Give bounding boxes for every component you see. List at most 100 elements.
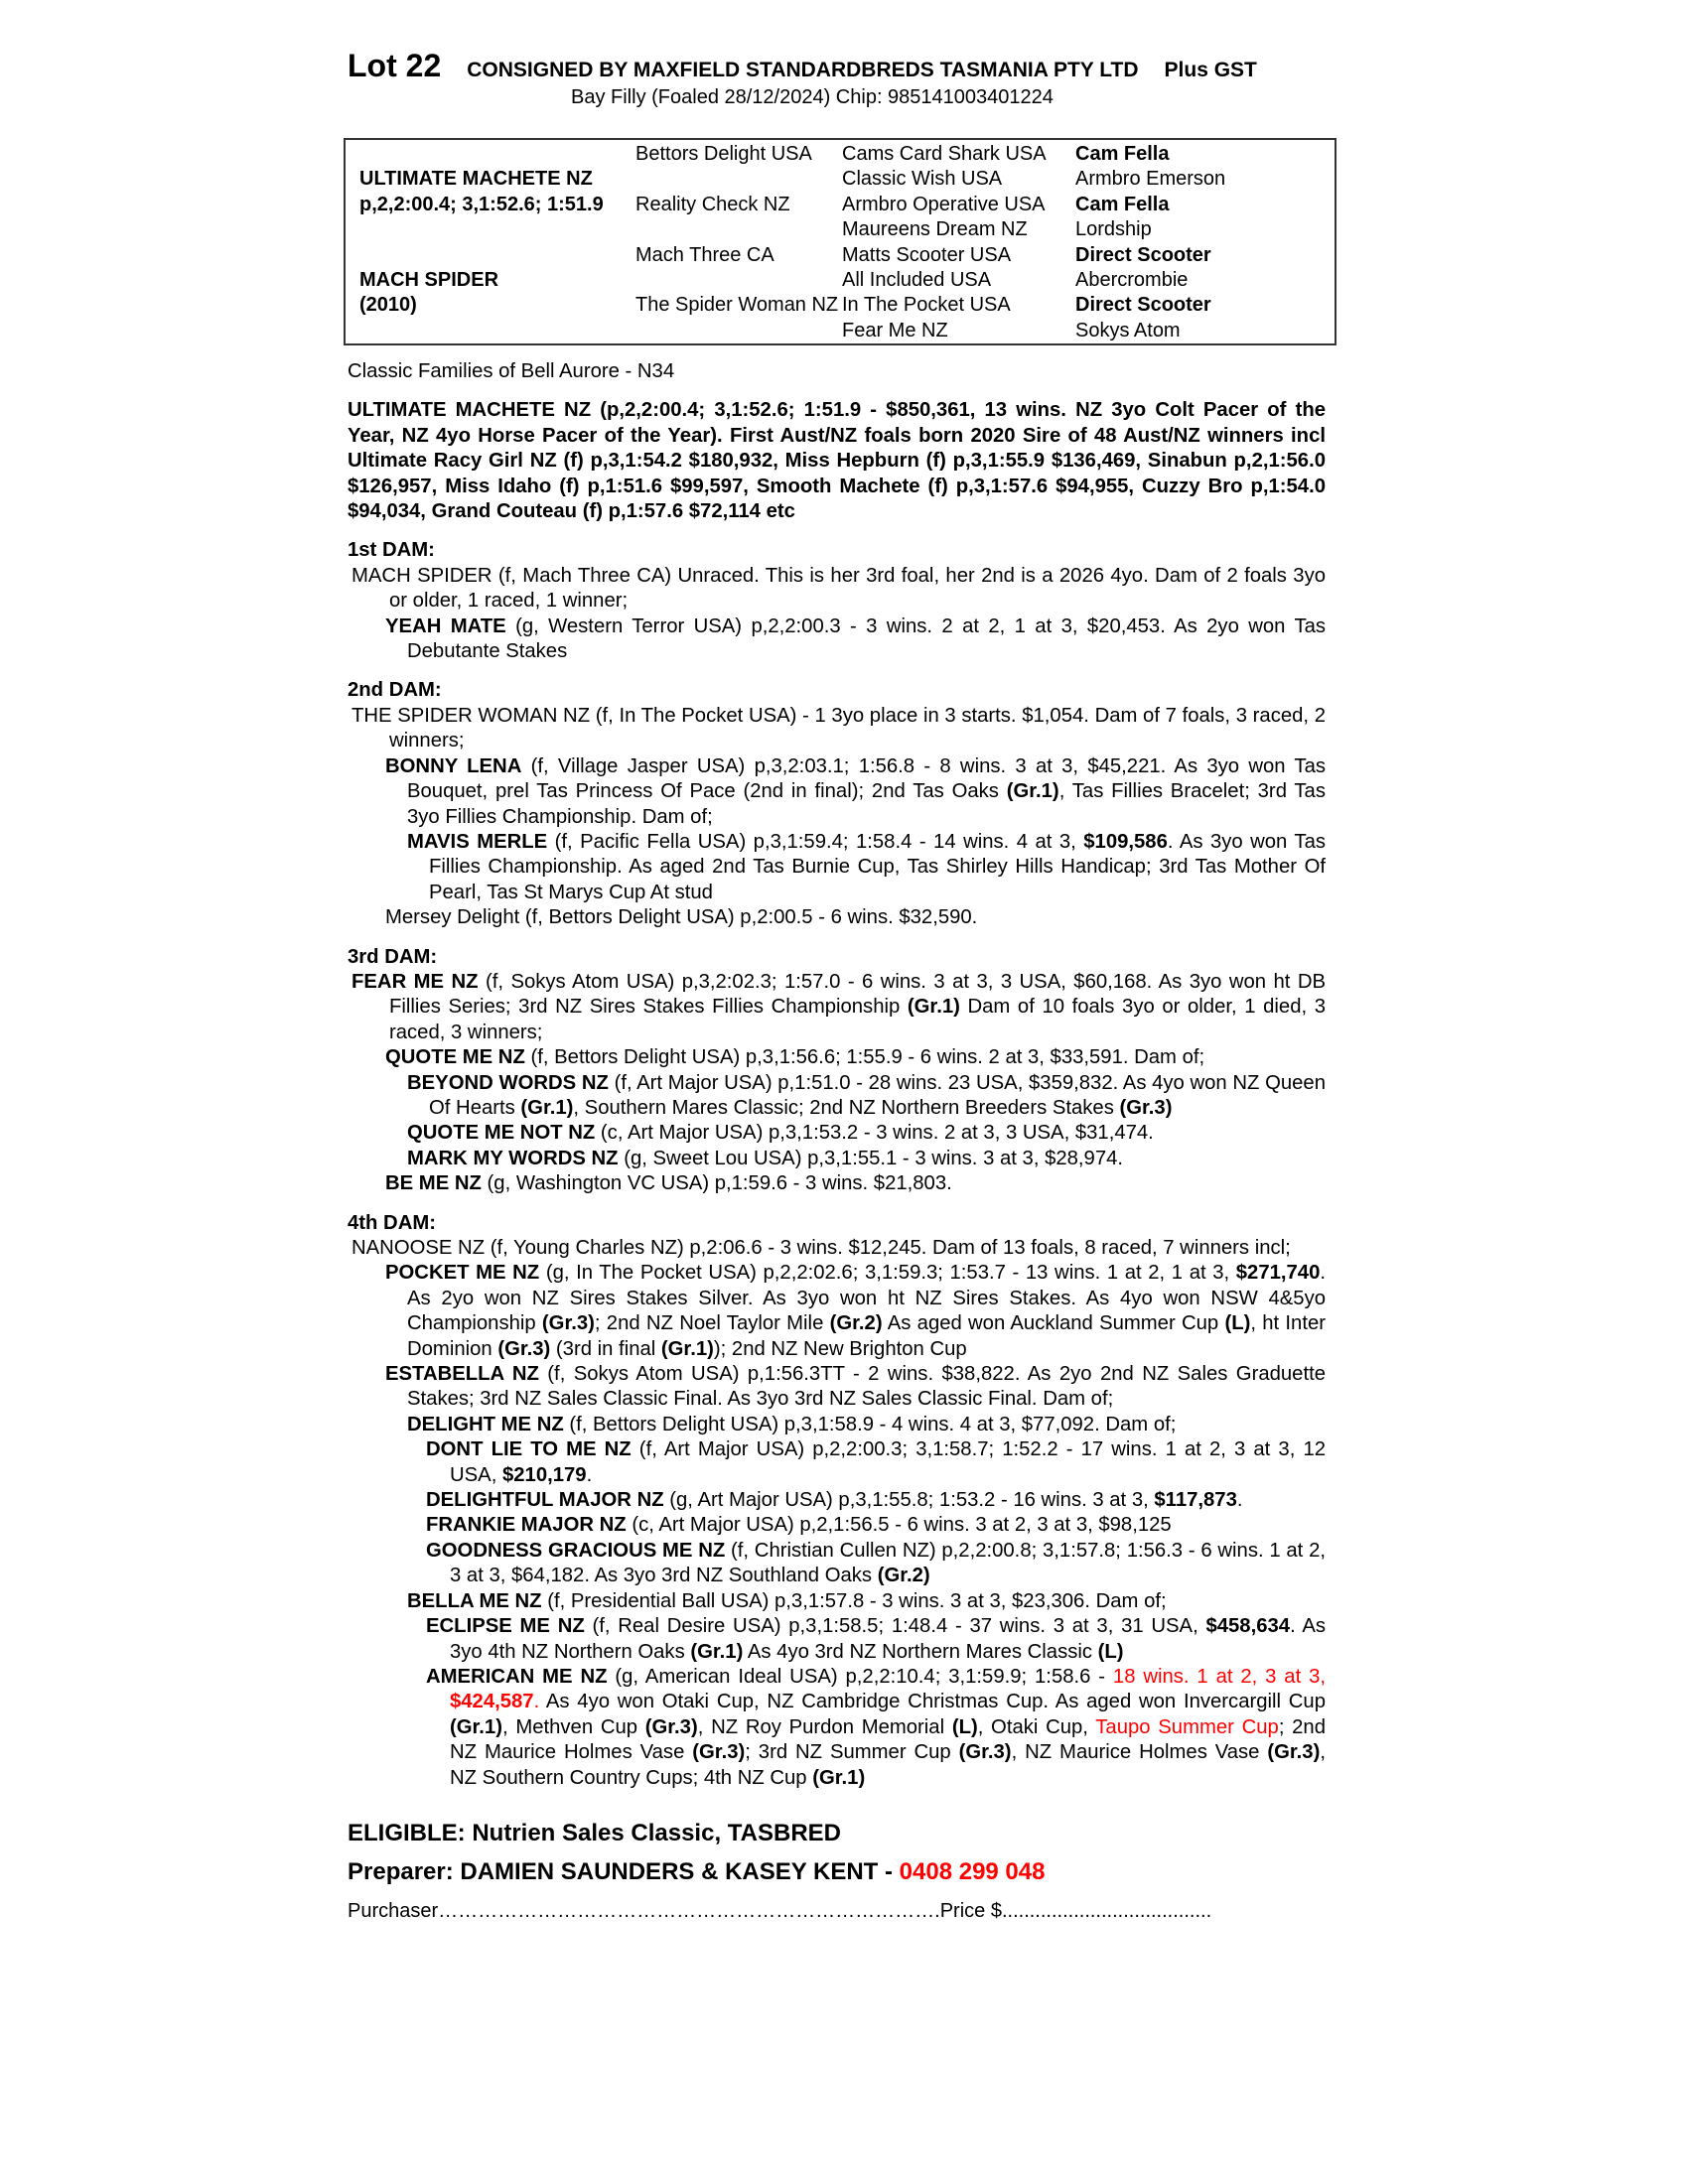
text: Taupo Summer Cup [1095, 1715, 1279, 1738]
pedigree-cell-col2: The Spider Woman NZ [635, 294, 839, 317]
text: (f, Real Desire USA) p,3,1:58.5; 1:48.4 … [584, 1615, 1206, 1638]
pedigree-entry: ECLIPSE ME NZ (f, Real Desire USA) p,3,1… [348, 1614, 1326, 1665]
text: (3rd in final [550, 1337, 661, 1360]
pedigree-entry: YEAH MATE (g, Western Terror USA) p,2,2:… [348, 614, 1326, 665]
bold-text: DELIGHT ME NZ [407, 1413, 564, 1435]
pedigree-cell-col3: Armbro Operative USA [842, 193, 1046, 215]
text: (f, Village Jasper USA) p,3,2:03.1; 1:56… [407, 754, 1326, 803]
bold-text: (Gr.3) [541, 1312, 595, 1335]
pedigree-entry: ESTABELLA NZ (f, Sokys Atom USA) p,1:56.… [348, 1362, 1326, 1413]
bold-text: QUOTE ME NOT NZ [407, 1122, 596, 1145]
bold-text: (Gr.3) [1119, 1096, 1173, 1119]
preparer: Preparer: DAMIEN SAUNDERS & KASEY KENT -… [348, 1859, 1326, 1884]
bold-text: (Gr.1) [690, 1640, 744, 1663]
bold-text: $424,587 [450, 1691, 534, 1713]
text: Mersey Delight (f, Bettors Delight USA) … [385, 906, 978, 929]
price-label: Price $ [939, 1899, 1002, 1922]
text: NANOOSE NZ (f, Young Charles NZ) p,2:06.… [352, 1237, 1291, 1259]
bold-text: (Gr.3) [497, 1337, 551, 1360]
bold-text: (Gr.1) [660, 1337, 714, 1360]
text: As 4yo won Otaki Cup, NZ Cambridge Chris… [539, 1691, 1326, 1713]
pedigree-entry: BE ME NZ (g, Washington VC USA) p,1:59.6… [348, 1171, 1326, 1196]
bold-text: (Gr.2) [829, 1312, 883, 1335]
lot-subtitle: Bay Filly (Foaled 28/12/2024) Chip: 9851… [571, 86, 1054, 108]
text: (c, Art Major USA) p,2,1:56.5 - 6 wins. … [626, 1514, 1172, 1537]
bold-text: FEAR ME NZ [352, 970, 479, 993]
bold-text: (Gr.1) [812, 1766, 866, 1789]
text: (g, Washington VC USA) p,1:59.6 - 3 wins… [481, 1172, 952, 1195]
text: . As 3yo won Tas Fillies Championship. A… [429, 830, 1326, 903]
dam-section-title: 4th DAM: [348, 1211, 436, 1234]
pedigree-cell-col3: Classic Wish USA [842, 168, 1003, 191]
consignor: CONSIGNED BY MAXFIELD STANDARDBREDS TASM… [467, 59, 1139, 81]
pedigree-entry: Mersey Delight (f, Bettors Delight USA) … [348, 905, 1326, 930]
bold-text: (Gr.3) [1267, 1741, 1321, 1764]
pedigree-cell-col1: ULTIMATE MACHETE NZ [359, 168, 593, 191]
pedigree-cell-col1: p,2,2:00.4; 3,1:52.6; 1:51.9 [359, 193, 604, 215]
section-gap [348, 931, 1326, 943]
bold-text: (Gr.1) [1006, 780, 1059, 803]
bold-text: MARK MY WORDS NZ [407, 1147, 619, 1169]
price-field[interactable]: ...................................... [1001, 1899, 1212, 1922]
text: , ht Inter Dominion [407, 1312, 1326, 1360]
pedigree-entry: THE SPIDER WOMAN NZ (f, In The Pocket US… [348, 704, 1326, 754]
pedigree-entry: MACH SPIDER (f, Mach Three CA) Unraced. … [348, 564, 1326, 614]
text: (f, Sokys Atom USA) p,1:56.3TT - 2 wins.… [407, 1363, 1326, 1411]
bold-text: BEYOND WORDS NZ [407, 1071, 609, 1094]
text: , NZ Maurice Holmes Vase [1011, 1741, 1268, 1764]
pedigree-cell-col2: Bettors Delight USA [635, 143, 812, 165]
preparer-name: Preparer: DAMIEN SAUNDERS & KASEY KENT - [348, 1858, 900, 1886]
bold-text: GOODNESS GRACIOUS ME NZ [426, 1539, 726, 1562]
text: THE SPIDER WOMAN NZ (f, In The Pocket US… [352, 704, 1326, 752]
text: As aged won Auckland Summer Cup [882, 1312, 1225, 1335]
pedigree-cell-col4: Cam Fella [1075, 143, 1170, 165]
section-gap [348, 664, 1326, 676]
text: Dam of 10 foals 3yo or older, 1 died, 3 … [389, 996, 1326, 1043]
text: ; 2nd NZ Maurice Holmes Vase [450, 1715, 1326, 1764]
text: 18 wins. 1 at 2, 3 at 3, [1112, 1665, 1327, 1688]
bold-text: (Gr.1) [520, 1096, 574, 1119]
pedigree-cell-col4: Sokys Atom [1075, 319, 1181, 341]
pedigree-entry: GOODNESS GRACIOUS ME NZ (f, Christian Cu… [348, 1539, 1326, 1589]
text: ); 2nd NZ New Brighton Cup [713, 1337, 967, 1360]
text: , NZ Roy Purdon Memorial [697, 1715, 952, 1738]
bold-text: $109,586 [1083, 830, 1168, 853]
bold-text: (Gr.1) [450, 1715, 502, 1738]
section-gap [348, 1197, 1326, 1209]
text: MACH SPIDER (f, Mach Three CA) Unraced. … [352, 564, 1326, 613]
bold-text: (L) [951, 1715, 978, 1738]
pedigree-entry: MARK MY WORDS NZ (g, Sweet Lou USA) p,3,… [348, 1147, 1326, 1171]
bold-text: QUOTE ME NZ [385, 1046, 525, 1069]
bold-text: BE ME NZ [385, 1172, 482, 1195]
text: (f, Christian Cullen NZ) p,2,2:00.8; 3,1… [450, 1539, 1326, 1587]
text: (g, In The Pocket USA) p,2,2:02.6; 3,1:5… [539, 1262, 1236, 1285]
pedigree-entry: QUOTE ME NOT NZ (c, Art Major USA) p,3,1… [348, 1121, 1326, 1146]
text: , NZ Southern Country Cups; 4th NZ Cup [450, 1741, 1326, 1789]
bold-text: MAVIS MERLE [407, 830, 548, 853]
bold-text: (Gr.3) [958, 1741, 1012, 1764]
pedigree-entry: BEYOND WORDS NZ (f, Art Major USA) p,1:5… [348, 1071, 1326, 1122]
preparer-phone: 0408 299 048 [899, 1858, 1046, 1886]
pedigree-entry: DELIGHT ME NZ (f, Bettors Delight USA) p… [348, 1413, 1326, 1437]
text: . [533, 1691, 540, 1713]
text: (f, Art Major USA) p,1:51.0 - 28 wins. 2… [429, 1071, 1326, 1119]
text: ; 2nd NZ Noel Taylor Mile [594, 1312, 830, 1335]
text: (f, Bettors Delight USA) p,3,1:56.6; 1:5… [524, 1046, 1205, 1069]
sire-summary: ULTIMATE MACHETE NZ (p,2,2:00.4; 3,1:52.… [348, 398, 1326, 524]
bold-text: ESTABELLA NZ [385, 1363, 539, 1386]
bold-text: $117,873 [1154, 1489, 1237, 1512]
pedigree-cell-col2: Reality Check NZ [635, 193, 790, 215]
family-line: Classic Families of Bell Aurore - N34 [348, 360, 675, 382]
lot-header-row: Lot 22 CONSIGNED BY MAXFIELD STANDARDBRE… [348, 48, 1400, 84]
bold-text: AMERICAN ME NZ [426, 1665, 608, 1688]
pedigree-entry: DELIGHTFUL MAJOR NZ (g, Art Major USA) p… [348, 1488, 1326, 1513]
bold-text: YEAH MATE [385, 614, 506, 637]
pedigree-cell-col3: Maureens Dream NZ [842, 218, 1028, 241]
text: (g, Art Major USA) p,3,1:55.8; 1:53.2 - … [663, 1489, 1155, 1512]
text: (g, Western Terror USA) p,2,2:00.3 - 3 w… [407, 614, 1327, 663]
pedigree-entry: BONNY LENA (f, Village Jasper USA) p,3,2… [348, 754, 1326, 830]
text: . As 2yo won NZ Sires Stakes Silver. As … [407, 1262, 1326, 1335]
text: (g, Sweet Lou USA) p,3,1:55.1 - 3 wins. … [618, 1147, 1124, 1169]
purchaser-field[interactable]: …………………………………………………………………. [438, 1899, 940, 1922]
bold-text: POCKET ME NZ [385, 1262, 540, 1285]
